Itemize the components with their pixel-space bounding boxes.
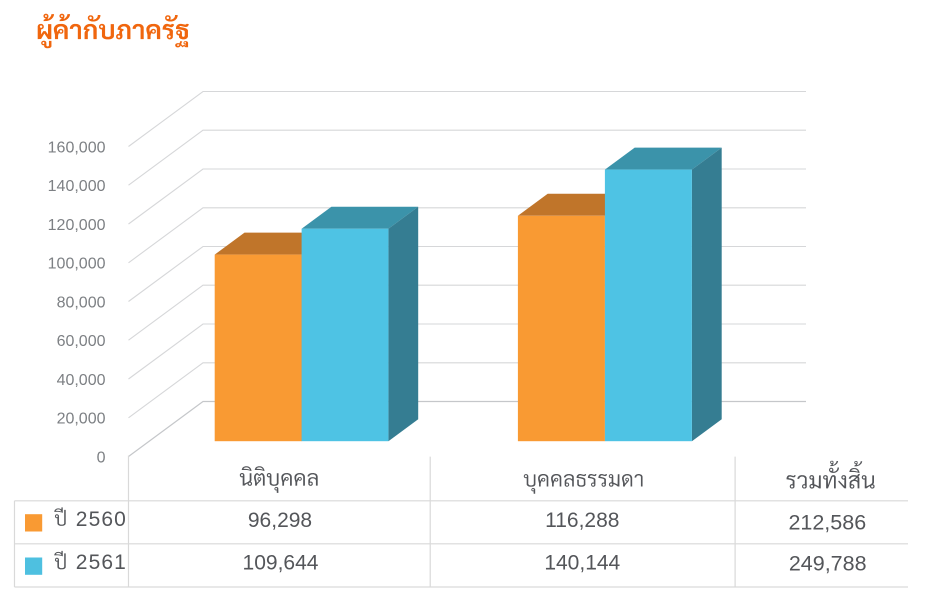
svg-text:140,144: 140,144 (544, 552, 620, 575)
svg-text:0: 0 (97, 449, 106, 466)
svg-text:20,000: 20,000 (57, 411, 106, 428)
svg-text:249,788: 249,788 (789, 551, 867, 575)
svg-text:96,298: 96,298 (248, 509, 312, 532)
svg-text:2560: 2560 (76, 508, 127, 531)
svg-text:109,644: 109,644 (243, 552, 319, 575)
svg-text:100,000: 100,000 (48, 256, 106, 273)
svg-text:40,000: 40,000 (57, 372, 106, 389)
svg-text:60,000: 60,000 (57, 333, 106, 350)
svg-text:160,000: 160,000 (48, 139, 106, 156)
svg-text:120,000: 120,000 (48, 217, 106, 234)
svg-text:80,000: 80,000 (57, 294, 106, 311)
svg-text:212,586: 212,586 (788, 511, 866, 535)
svg-text:2561: 2561 (76, 551, 127, 574)
svg-text:116,288: 116,288 (545, 509, 619, 532)
svg-text:140,000: 140,000 (48, 178, 106, 195)
